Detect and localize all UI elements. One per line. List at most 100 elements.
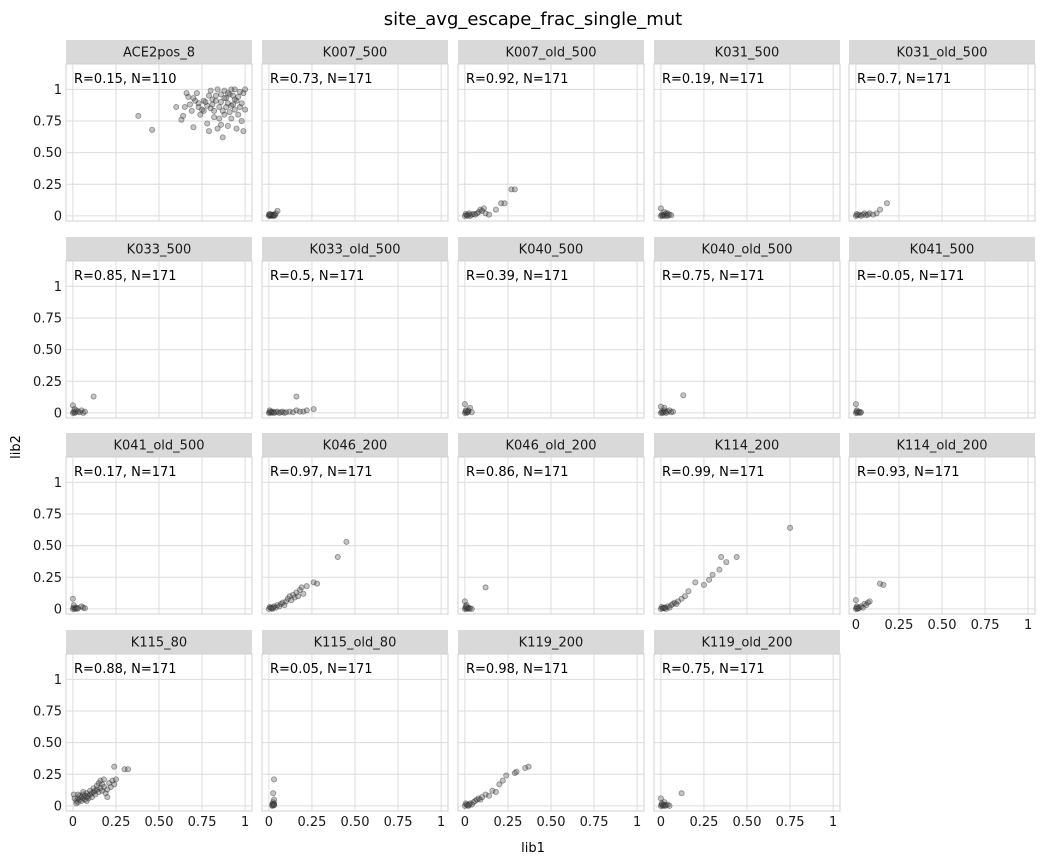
data-point (87, 787, 94, 794)
data-point (853, 604, 860, 611)
data-point (269, 802, 276, 809)
x-tick-label: 0.50 (537, 815, 566, 830)
data-point (870, 211, 877, 218)
data-point (657, 403, 664, 410)
x-tick-label: 0.25 (101, 815, 130, 830)
data-point (236, 88, 243, 95)
data-point (293, 589, 300, 596)
facet-strip (849, 433, 1035, 457)
data-point (663, 212, 670, 219)
data-point (658, 604, 665, 611)
data-point (462, 800, 469, 807)
facet-strip (66, 237, 252, 261)
data-point (197, 111, 204, 118)
data-point (465, 408, 472, 415)
data-point (286, 408, 293, 415)
data-point (214, 86, 221, 93)
data-point (482, 210, 489, 217)
data-point (265, 605, 272, 612)
data-point (496, 781, 503, 788)
data-point (188, 107, 195, 114)
x-tick-label: 0.75 (971, 618, 1000, 633)
data-point (666, 211, 673, 218)
data-point (658, 211, 665, 218)
data-point (664, 801, 671, 808)
data-point (281, 602, 288, 609)
x-tick-label: 0 (461, 815, 469, 830)
data-point (492, 206, 499, 213)
data-point (661, 799, 668, 806)
data-point (186, 101, 193, 108)
data-point (224, 90, 231, 97)
data-point (271, 603, 278, 610)
facet-panel-K119_old_200: K119_old_200 R=0.75, N=171 0 0.25 0.50 0.75 1 (653, 630, 841, 830)
data-point (216, 104, 223, 111)
data-point (463, 602, 470, 609)
data-point (272, 210, 279, 217)
data-point (859, 604, 866, 611)
data-point (310, 579, 317, 586)
data-point (464, 212, 471, 219)
facet-annotation: R=0.15, N=110 (74, 72, 177, 87)
data-point (666, 604, 673, 611)
facet-strip (262, 433, 448, 457)
data-point (90, 393, 97, 400)
data-point (236, 104, 243, 111)
facet-panel-K040_old_500: K040_old_500 R=0.75, N=171 (653, 237, 841, 419)
data-point (466, 801, 473, 808)
data-point (269, 605, 276, 612)
data-point (858, 212, 865, 219)
data-point (272, 604, 279, 611)
data-point (72, 605, 79, 612)
data-point (69, 409, 76, 416)
data-point (92, 787, 99, 794)
facet-panel-K114_old_200: K114_old_200 R=0.93, N=171 0 0.25 0.50 0.75 1 (848, 433, 1036, 633)
data-point (852, 212, 859, 219)
facet-annotation: R=0.75, N=171 (662, 662, 765, 677)
data-point (513, 768, 520, 775)
data-point (76, 409, 83, 416)
facet-annotation: R=-0.05, N=171 (857, 269, 964, 284)
data-point (94, 786, 101, 793)
data-point (682, 593, 689, 600)
data-point (663, 605, 670, 612)
y-tick-label: 0.75 (33, 114, 62, 129)
data-point (288, 597, 295, 604)
facet-annotation: R=0.86, N=171 (466, 465, 569, 480)
data-point (470, 211, 477, 218)
data-point (270, 790, 277, 797)
data-point (80, 791, 87, 798)
data-point (854, 212, 861, 219)
data-point (310, 406, 317, 413)
facet-strip-label: K033_old_500 (310, 243, 401, 258)
data-point (90, 785, 97, 792)
data-point (70, 604, 77, 611)
facet-panel-K033_old_500: K033_old_500 R=0.5, N=171 (261, 237, 449, 419)
data-point (80, 795, 87, 802)
data-point (97, 785, 104, 792)
data-point (228, 102, 235, 109)
data-point (852, 605, 859, 612)
data-point (658, 408, 665, 415)
data-point (659, 409, 666, 416)
data-point (221, 87, 228, 94)
facet-annotation: R=0.99, N=171 (662, 465, 765, 480)
data-point (240, 128, 247, 135)
y-axis-title: lib2 (9, 435, 24, 459)
data-point (230, 101, 237, 108)
data-point (73, 604, 80, 611)
x-tick-label: 0.25 (689, 815, 718, 830)
data-point (852, 409, 859, 416)
facet-grid: ACE2pos_8 R=0.15, N=110 0 0.25 0.50 0.75 1 K007… (33, 40, 1036, 830)
facet-panel-K041_old_500: K041_old_500 R=0.17, N=171 0 0.25 0.50 0.75 1 (33, 433, 253, 617)
data-point (468, 211, 475, 218)
data-point (70, 791, 77, 798)
facet-strip-label: K114_200 (715, 439, 780, 454)
facet-annotation: R=0.75, N=171 (662, 269, 765, 284)
data-point (293, 393, 300, 400)
data-point (269, 802, 276, 809)
data-point (69, 402, 76, 409)
data-point (877, 580, 884, 587)
facet-annotation: R=0.17, N=171 (74, 465, 177, 480)
facet-strip (849, 237, 1035, 261)
